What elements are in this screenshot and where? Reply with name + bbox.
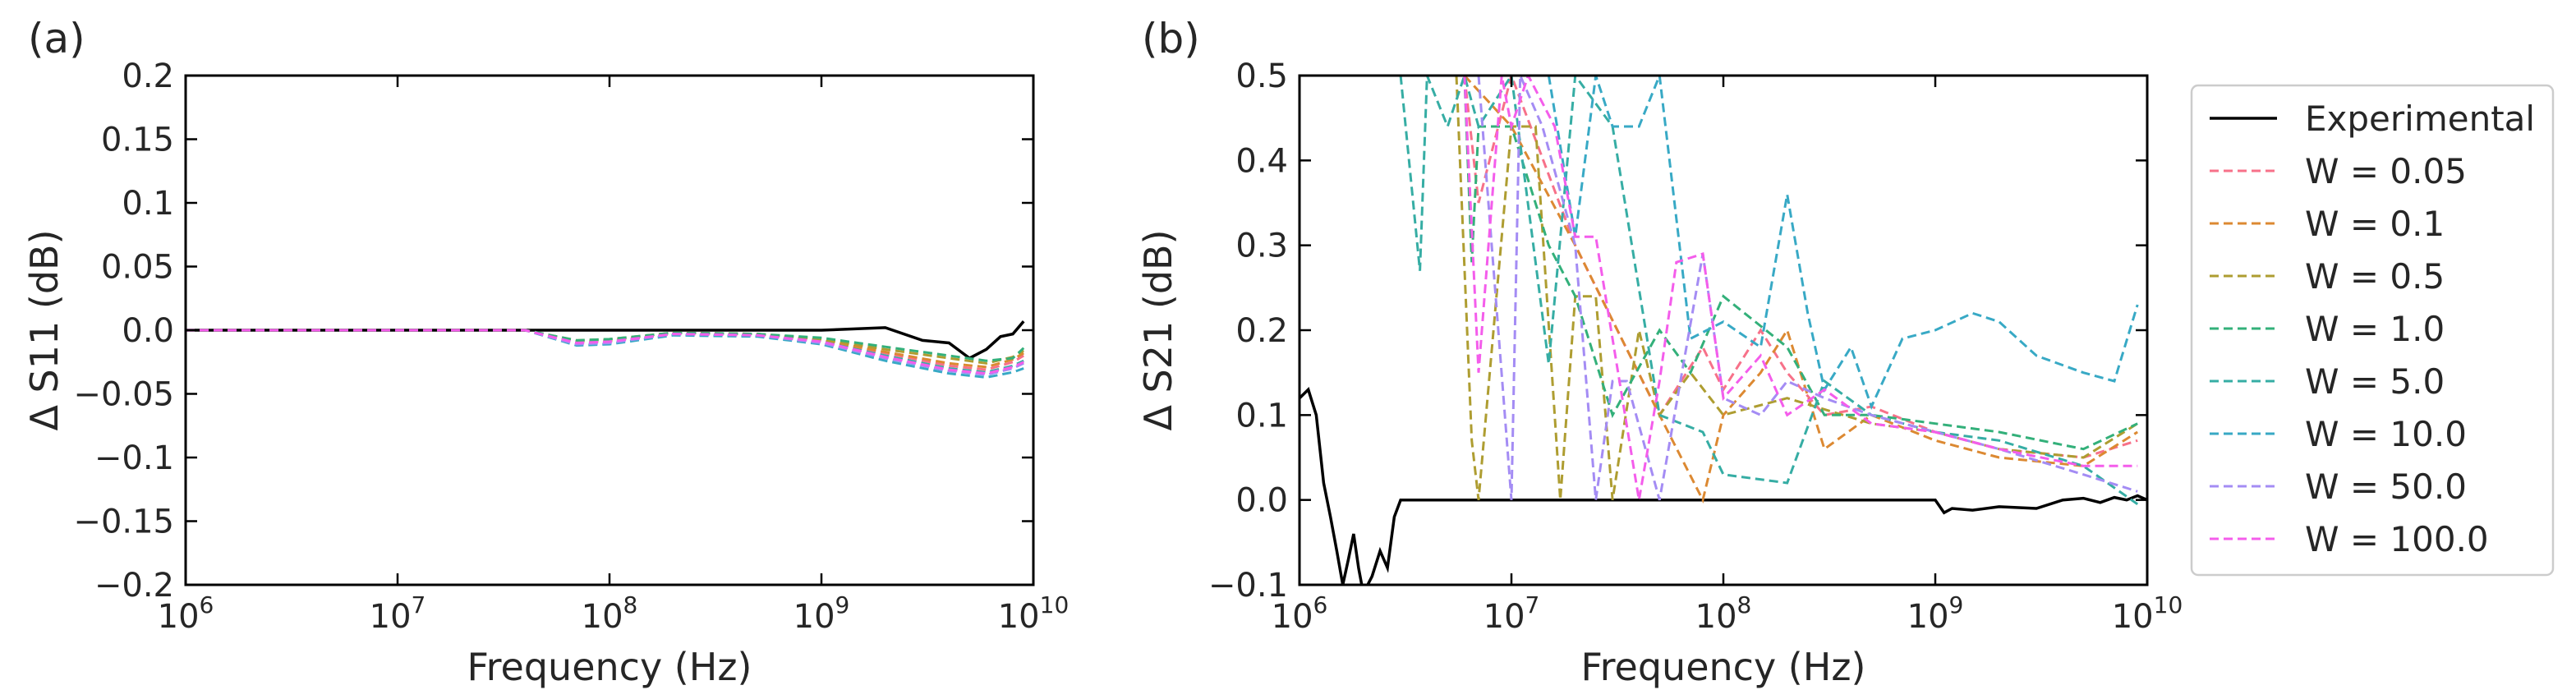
legend-entry-label: W = 0.1 <box>2305 204 2445 244</box>
series-line-w-0-1 <box>1463 76 2138 504</box>
legend-entry-label: W = 5.0 <box>2305 361 2445 402</box>
x-axis-label: Frequency (Hz) <box>467 645 752 689</box>
legend-entry-label: W = 50.0 <box>2305 467 2467 507</box>
series-group <box>1300 76 2147 585</box>
y-tick-label: −0.15 <box>73 504 174 541</box>
legend-entry-label: Experimental <box>2305 99 2535 139</box>
series-line-w-1-0 <box>186 329 1025 362</box>
y-tick-label: 0.15 <box>101 122 174 159</box>
x-tick-base: 10 <box>1484 598 1525 636</box>
legend-entry-label: W = 100.0 <box>2305 519 2489 559</box>
y-tick-label: 0.1 <box>122 185 174 223</box>
x-tick-label: 1010 <box>2112 591 2183 636</box>
x-tick-base: 10 <box>1272 598 1313 636</box>
series-line-experimental <box>186 320 1025 361</box>
x-tick-exponent: 10 <box>2154 591 2183 619</box>
y-tick-label: 0.4 <box>1235 142 1288 180</box>
x-tick-exponent: 6 <box>200 591 214 619</box>
panel-label: (a) <box>28 15 85 62</box>
x-tick-label: 106 <box>158 591 214 636</box>
y-tick-label: 0.5 <box>1235 57 1288 95</box>
x-tick-exponent: 6 <box>1313 591 1328 619</box>
x-tick-base: 10 <box>2112 598 2154 636</box>
y-axis-label: Δ S11 (dB) <box>22 229 67 430</box>
y-tick-label: 0.3 <box>1235 228 1288 265</box>
y-tick-label: 0.05 <box>101 249 174 287</box>
x-tick-label: 109 <box>1907 591 1964 636</box>
x-axis-label: Frequency (Hz) <box>1581 645 1866 689</box>
x-tick-exponent: 10 <box>1040 591 1070 619</box>
x-tick-label: 108 <box>1695 591 1752 636</box>
y-tick-label: 0.0 <box>122 312 174 350</box>
legend: Experimental W = 0.05 W = 0.1 W = 0.5 W = 1.… <box>2190 84 2555 577</box>
x-tick-base: 10 <box>794 598 835 636</box>
x-tick-exponent: 9 <box>1949 591 1964 619</box>
x-tick-base: 10 <box>582 598 623 636</box>
y-tick-label: 0.2 <box>122 57 174 95</box>
x-tick-label: 109 <box>794 591 850 636</box>
x-tick-label: 107 <box>370 591 426 636</box>
x-tick-exponent: 7 <box>1525 591 1540 619</box>
series-line-w-0-05 <box>1463 76 2138 459</box>
x-tick-base: 10 <box>1907 598 1949 636</box>
x-tick-label: 106 <box>1272 591 1328 636</box>
series-line-w-100-0 <box>1463 76 2138 500</box>
legend-entry-label: W = 0.5 <box>2305 256 2445 297</box>
y-tick-label: −0.1 <box>94 439 174 477</box>
y-tick-label: 0.1 <box>1235 397 1288 435</box>
y-tick-label: 0.2 <box>1235 312 1288 350</box>
x-tick-exponent: 7 <box>412 591 426 619</box>
panel-label: (b) <box>1142 15 1200 62</box>
x-tick-exponent: 8 <box>1737 591 1752 619</box>
series-group <box>186 320 1025 379</box>
series-line-w-10-0 <box>1547 76 2139 411</box>
x-tick-exponent: 8 <box>623 591 638 619</box>
series-line-w-50-0 <box>1477 76 2138 501</box>
x-tick-base: 10 <box>370 598 412 636</box>
series-line-w-100-0 <box>186 329 1024 375</box>
x-tick-label: 1010 <box>998 591 1070 636</box>
x-tick-base: 10 <box>1695 598 1737 636</box>
legend-entry-label: W = 10.0 <box>2305 414 2467 454</box>
series-line-w-50-0 <box>186 329 1024 376</box>
x-tick-exponent: 9 <box>835 591 850 619</box>
x-tick-base: 10 <box>998 598 1040 636</box>
y-tick-label: −0.2 <box>94 567 174 605</box>
x-tick-base: 10 <box>158 598 200 636</box>
y-tick-label: −0.1 <box>1208 567 1288 605</box>
series-line-experimental <box>1300 387 2147 585</box>
y-tick-label: −0.05 <box>73 376 174 414</box>
legend-box <box>2190 84 2555 577</box>
legend-entry-label: W = 1.0 <box>2305 309 2445 349</box>
y-tick-label: 0.0 <box>1235 482 1288 520</box>
series-line-w-1-0 <box>1463 76 2138 451</box>
x-tick-label: 107 <box>1484 591 1540 636</box>
x-tick-label: 108 <box>582 591 638 636</box>
y-axis-label: Δ S21 (dB) <box>1136 229 1180 430</box>
legend-entry-label: W = 0.05 <box>2305 151 2467 191</box>
